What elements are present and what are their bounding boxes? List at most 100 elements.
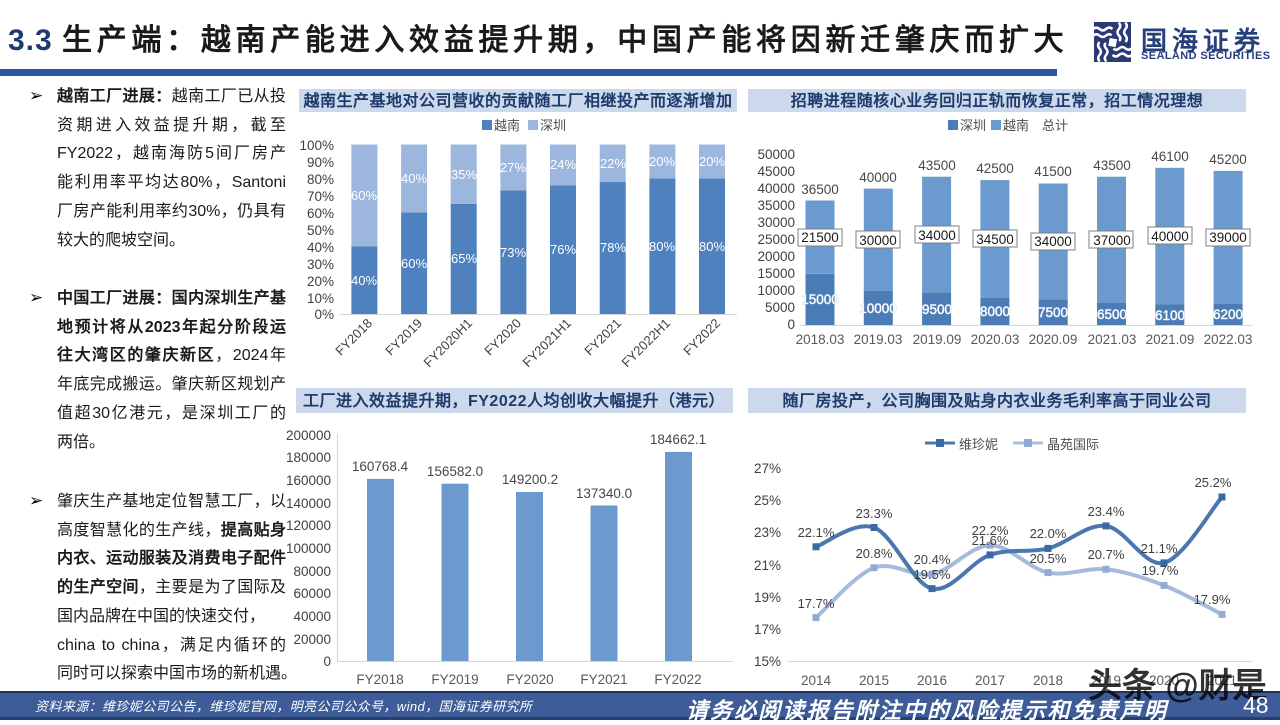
svg-text:深圳: 深圳 [960,118,986,133]
svg-text:FY2020: FY2020 [481,316,524,359]
svg-text:0: 0 [323,654,331,669]
svg-text:100000: 100000 [286,541,331,556]
svg-text:6200: 6200 [1213,307,1243,322]
svg-text:FY2020: FY2020 [506,672,553,687]
svg-text:40000: 40000 [757,181,795,196]
svg-text:22.1%: 22.1% [798,525,835,540]
svg-text:60000: 60000 [293,586,331,601]
svg-text:50000: 50000 [757,147,795,162]
svg-text:20%: 20% [649,154,675,169]
svg-text:19%: 19% [754,590,781,605]
svg-text:2015: 2015 [859,673,889,688]
svg-text:6500: 6500 [1097,307,1127,322]
svg-text:FY2022H1: FY2022H1 [619,316,674,371]
svg-text:随厂房投产，公司胸围及贴身内衣业务毛利率高于同业公司: 随厂房投产，公司胸围及贴身内衣业务毛利率高于同业公司 [782,391,1211,410]
svg-text:10%: 10% [307,291,334,306]
svg-text:35%: 35% [451,167,477,182]
svg-text:25000: 25000 [757,232,795,247]
svg-text:5000: 5000 [765,300,795,315]
svg-text:30%: 30% [307,257,334,272]
svg-text:22%: 22% [600,156,626,171]
svg-text:越南生产基地对公司营收的贡献随工厂相继投产而逐渐增加: 越南生产基地对公司营收的贡献随工厂相继投产而逐渐增加 [302,91,732,110]
svg-text:100%: 100% [299,138,334,153]
svg-text:FY2018: FY2018 [356,672,403,687]
svg-text:2017: 2017 [975,673,1005,688]
svg-text:22.2%: 22.2% [972,523,1009,538]
svg-text:180000: 180000 [286,450,331,465]
svg-text:50%: 50% [307,223,334,238]
svg-text:22.0%: 22.0% [1030,526,1067,541]
svg-text:27%: 27% [754,461,781,476]
svg-text:20000: 20000 [757,249,795,264]
svg-text:45200: 45200 [1209,152,1247,167]
svg-text:149200.2: 149200.2 [502,472,558,487]
svg-text:40%: 40% [401,171,427,186]
svg-text:25.2%: 25.2% [1195,475,1232,490]
svg-text:140000: 140000 [286,496,331,511]
svg-text:2021: 2021 [1207,673,1237,688]
svg-text:总计: 总计 [1042,118,1068,133]
svg-text:17.9%: 17.9% [1194,592,1231,607]
svg-text:2014: 2014 [801,673,832,688]
svg-text:80%: 80% [649,239,675,254]
svg-text:0: 0 [787,317,795,332]
svg-text:17.7%: 17.7% [798,596,835,611]
svg-text:35000: 35000 [757,198,795,213]
svg-text:43500: 43500 [918,158,956,173]
svg-text:20.4%: 20.4% [914,552,951,567]
svg-text:46100: 46100 [1151,149,1189,164]
svg-text:20000: 20000 [293,632,331,647]
svg-text:60%: 60% [307,206,334,221]
svg-text:FY2021: FY2021 [580,672,627,687]
svg-text:65%: 65% [451,251,477,266]
svg-text:15000: 15000 [801,292,839,307]
svg-text:2021.03: 2021.03 [1088,332,1137,347]
svg-text:39000: 39000 [1209,230,1247,245]
svg-text:25%: 25% [754,493,781,508]
svg-text:27%: 27% [500,160,526,175]
svg-text:2019.09: 2019.09 [913,332,962,347]
svg-text:160000: 160000 [286,473,331,488]
svg-text:8000: 8000 [980,304,1010,319]
svg-text:40000: 40000 [1151,229,1189,244]
svg-text:36500: 36500 [801,182,839,197]
svg-text:2018: 2018 [1033,673,1063,688]
svg-text:2016: 2016 [917,673,947,688]
svg-text:深圳: 深圳 [540,118,566,133]
svg-text:156582.0: 156582.0 [427,464,483,479]
svg-text:19.5%: 19.5% [914,567,951,582]
svg-text:FY2021H1: FY2021H1 [520,316,575,371]
svg-text:15000: 15000 [757,266,795,281]
svg-text:2020: 2020 [1149,673,1179,688]
svg-text:FY2022: FY2022 [654,672,701,687]
svg-text:9500: 9500 [922,302,952,317]
svg-text:21.1%: 21.1% [1141,541,1178,556]
svg-text:20.5%: 20.5% [1030,551,1067,566]
svg-text:0%: 0% [314,307,334,322]
svg-text:41500: 41500 [1034,164,1072,179]
svg-text:21%: 21% [754,558,781,573]
svg-text:2020.09: 2020.09 [1029,332,1078,347]
svg-text:17%: 17% [754,622,781,637]
svg-text:2020.03: 2020.03 [971,332,1020,347]
svg-text:90%: 90% [307,155,334,170]
svg-text:工厂进入效益提升期，FY2022人均创收大幅提升（港元）: 工厂进入效益提升期，FY2022人均创收大幅提升（港元） [303,391,725,410]
svg-text:34000: 34000 [918,228,956,243]
svg-text:越南: 越南 [494,118,520,133]
svg-text:30000: 30000 [757,215,795,230]
svg-text:21500: 21500 [801,230,839,245]
svg-text:20%: 20% [307,274,334,289]
svg-text:2021.09: 2021.09 [1146,332,1195,347]
svg-text:2022.03: 2022.03 [1204,332,1253,347]
svg-text:2019.03: 2019.03 [854,332,903,347]
svg-text:24%: 24% [550,157,576,172]
svg-text:20.7%: 20.7% [1088,547,1125,562]
svg-text:184662.1: 184662.1 [650,432,706,447]
svg-text:晶苑国际: 晶苑国际 [1047,437,1099,452]
svg-text:招聘进程随核心业务回归正轨而恢复正常，招工情况理想: 招聘进程随核心业务回归正轨而恢复正常，招工情况理想 [791,91,1204,110]
svg-text:120000: 120000 [286,518,331,533]
svg-text:2019: 2019 [1091,673,1121,688]
svg-text:34000: 34000 [1034,234,1072,249]
svg-text:34500: 34500 [976,232,1014,247]
svg-text:200000: 200000 [286,428,331,443]
